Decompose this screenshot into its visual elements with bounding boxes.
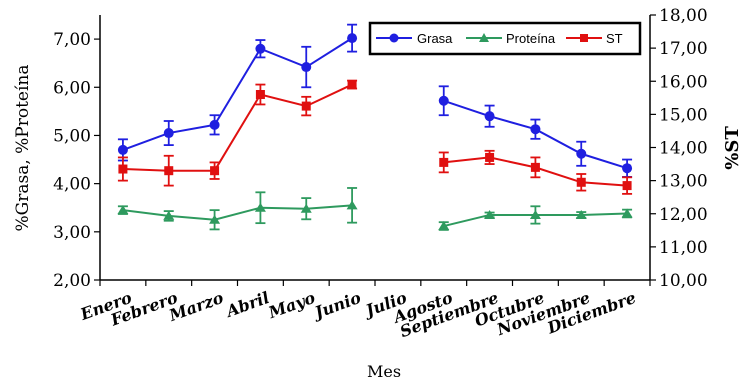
data-point [301, 62, 312, 73]
series-line [122, 204, 353, 221]
data-point [300, 203, 312, 213]
series-line [122, 37, 353, 151]
data-point [210, 166, 220, 176]
data-point [209, 214, 221, 224]
data-point [254, 202, 266, 212]
y-right-tick-label: 15,00 [659, 105, 708, 125]
data-point [347, 33, 358, 44]
legend-item-proteina: Proteína [466, 31, 556, 46]
series-grasa [117, 23, 633, 178]
data-point [346, 200, 358, 210]
data-point [484, 111, 495, 122]
data-point [575, 209, 587, 219]
y-right-tick-label: 12,00 [659, 205, 708, 225]
y-right-tick-label: 16,00 [659, 72, 708, 92]
y-left-tick-label: 3,00 [53, 223, 91, 243]
x-tick-label: Junio [309, 288, 363, 323]
data-point [530, 124, 541, 135]
data-point [347, 80, 357, 90]
data-point [530, 162, 540, 172]
data-point [576, 148, 587, 159]
x-tick-label: Mayo [265, 288, 318, 323]
data-point [438, 221, 450, 231]
data-point [117, 144, 128, 155]
y-right-tick-label: 17,00 [659, 39, 708, 59]
y-left-tick-label: 6,00 [53, 78, 91, 98]
series-line [122, 83, 353, 172]
legend-label-grasa: Grasa [417, 31, 453, 46]
series-protena [117, 187, 633, 231]
legend: Grasa Proteína ST [368, 21, 642, 56]
data-point [255, 43, 266, 54]
y-left-tick-label: 7,00 [53, 30, 91, 50]
data-point [621, 208, 633, 218]
y-left-tick-label: 4,00 [53, 175, 91, 195]
data-point [485, 152, 495, 162]
data-point [118, 164, 128, 174]
data-point [622, 163, 633, 174]
legend-marker-grasa [389, 33, 399, 43]
legend-item-st: ST [566, 31, 623, 46]
data-point [301, 101, 311, 111]
legend-marker-st [580, 34, 588, 42]
legend-label-proteina: Proteína [506, 31, 556, 46]
legend-item-grasa: Grasa [376, 31, 453, 46]
y-axis-left-label: %Grasa, %Proteína [13, 64, 33, 231]
series-st [117, 79, 633, 195]
y-left-tick-label: 2,00 [53, 271, 91, 291]
data-point [209, 119, 220, 130]
data-point [164, 166, 174, 176]
data-point [529, 209, 541, 219]
data-point [255, 90, 265, 99]
x-axis-label: Mes [367, 362, 401, 381]
y-right-tick-label: 14,00 [659, 139, 708, 159]
x-tick-label: Abril [222, 288, 272, 322]
y-right-tick-label: 10,00 [659, 271, 708, 291]
data-point [622, 181, 632, 191]
legend-label-st: ST [606, 31, 623, 46]
y-right-tick-label: 18,00 [659, 6, 708, 26]
data-point [163, 210, 175, 220]
data-point [576, 177, 586, 187]
data-point [163, 128, 174, 139]
y-right-tick-label: 11,00 [659, 238, 708, 258]
y-right-tick-label: 13,00 [659, 172, 708, 192]
data-point [117, 205, 129, 215]
data-point [439, 157, 449, 167]
y-left-tick-label: 5,00 [53, 126, 91, 146]
y-axis-right-label: %ST [722, 126, 743, 170]
data-point [484, 209, 496, 219]
data-point [438, 95, 449, 106]
legend-marker-proteina [479, 33, 489, 42]
